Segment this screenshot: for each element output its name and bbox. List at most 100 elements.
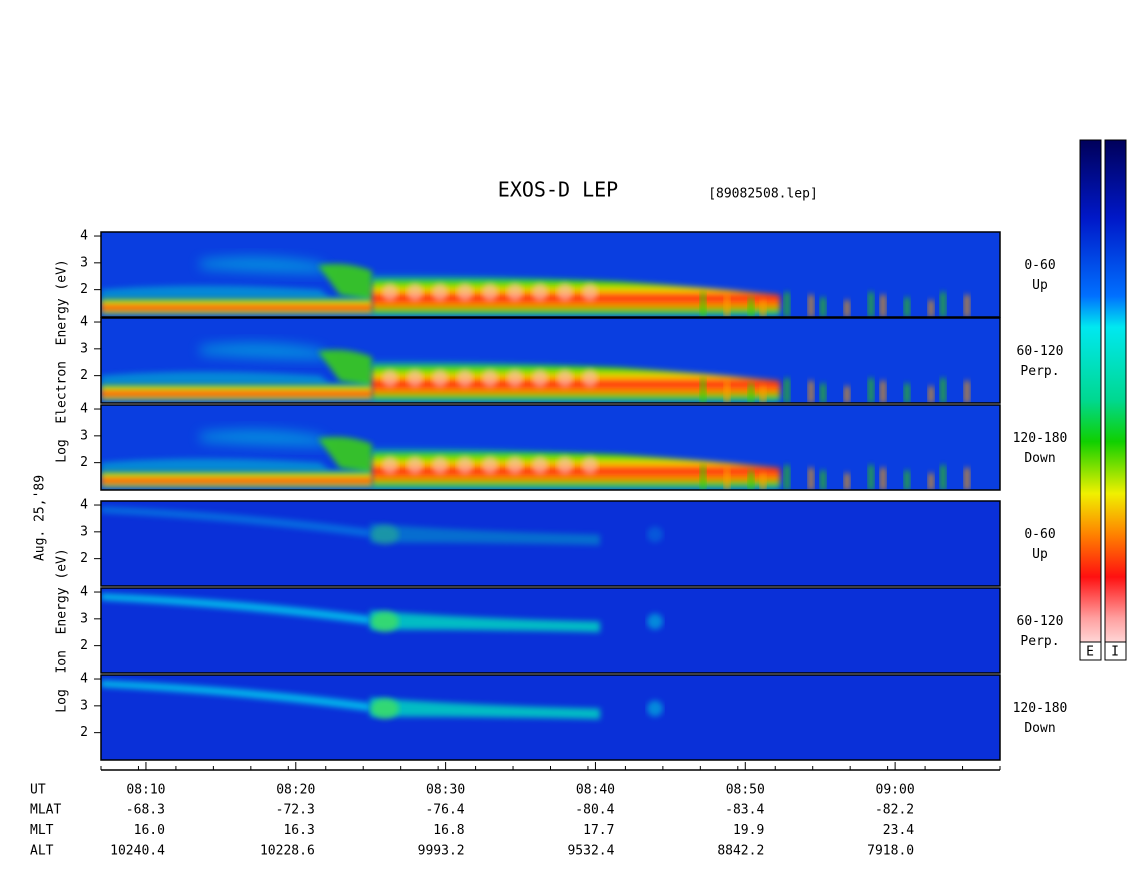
- spectral-feature: [101, 469, 373, 489]
- spectrogram: [101, 232, 1000, 317]
- colorbars: E I: [1079, 139, 1127, 661]
- spectral-feature: [101, 382, 373, 402]
- spectral-feature: [724, 295, 730, 317]
- spectral-feature: [457, 283, 473, 302]
- spectral-feature: [557, 283, 573, 302]
- orbit-value: 16.0: [134, 823, 165, 838]
- spectral-feature: [760, 386, 766, 403]
- spectral-feature: [844, 386, 850, 403]
- orbit-value: 23.4: [883, 823, 914, 838]
- y-tick-label: 2: [80, 455, 88, 470]
- spectral-feature: [748, 297, 754, 317]
- spectral-feature: [904, 470, 910, 490]
- x-tick-label: 08:40: [576, 783, 615, 798]
- panel-label: 120-180: [1013, 701, 1068, 716]
- spectral-feature: [808, 381, 814, 403]
- spectral-feature: [101, 593, 370, 625]
- spectral-feature: [372, 446, 780, 490]
- spectral-feature: [760, 473, 766, 490]
- spectral-feature: [318, 263, 372, 301]
- spectral-feature: [820, 297, 826, 317]
- spectral-feature: [700, 292, 706, 317]
- x-tick-label: 08:10: [126, 783, 165, 798]
- y-axis-label: Log Ion Energy (eV): [55, 548, 70, 712]
- spectral-feature: [647, 700, 663, 717]
- spectral-feature: [880, 295, 886, 317]
- colorbar: [1079, 139, 1102, 661]
- spectral-feature: [482, 369, 498, 388]
- y-tick-label: 3: [80, 255, 88, 270]
- x-tick-label: 08:50: [726, 783, 765, 798]
- y-axis-label: Log Electron Energy (eV): [55, 259, 70, 463]
- spectral-feature: [370, 697, 600, 720]
- y-tick-label: 2: [80, 368, 88, 383]
- spectral-feature: [964, 295, 970, 317]
- spectral-feature: [372, 359, 780, 403]
- spectral-feature: [820, 383, 826, 403]
- spectral-feature: [371, 698, 399, 719]
- spectral-feature: [844, 300, 850, 317]
- spectral-feature: [868, 465, 874, 490]
- panel-label: 120-180: [1013, 431, 1068, 446]
- spectral-feature: [724, 468, 730, 490]
- panel-label: 60-120: [1017, 344, 1064, 359]
- orbit-value: 10228.6: [260, 844, 315, 859]
- orbit-value: -82.2: [875, 803, 914, 818]
- spectrogram-panel: 2 3 4 0-60 Up: [80, 229, 1056, 318]
- spectral-feature: [532, 283, 548, 302]
- spectrogram: [101, 675, 1000, 760]
- spectral-feature: [370, 610, 600, 633]
- panel-frame: [100, 587, 1001, 674]
- spectral-feature: [200, 256, 330, 274]
- orbit-value: -83.4: [725, 803, 764, 818]
- panel-label: Up: [1032, 547, 1048, 562]
- orbit-value: 8842.2: [717, 844, 764, 859]
- panel-label: Up: [1032, 278, 1048, 293]
- orbit-value: -72.3: [276, 803, 315, 818]
- x-tick-label: 08:20: [276, 783, 315, 798]
- y-tick-label: 3: [80, 698, 88, 713]
- panel-label: Down: [1024, 721, 1055, 736]
- spectral-feature: [432, 283, 448, 302]
- y-tick-label: 4: [80, 498, 88, 513]
- colorbar-label: E: [1086, 645, 1094, 660]
- spectral-feature: [748, 470, 754, 490]
- spectral-feature: [724, 381, 730, 403]
- spectral-feature: [371, 611, 399, 632]
- y-tick-label: 3: [80, 428, 88, 443]
- y-tick-label: 3: [80, 611, 88, 626]
- panel-label: 60-120: [1017, 614, 1064, 629]
- spectral-feature: [582, 283, 598, 302]
- spectral-feature: [868, 292, 874, 317]
- spectral-feature: [868, 378, 874, 403]
- spectrogram-panel: 2 3 4 60-120 Perp.: [80, 585, 1064, 674]
- spectral-feature: [964, 468, 970, 490]
- orbit-value: 16.8: [433, 823, 464, 838]
- spectral-feature: [760, 300, 766, 317]
- spectral-feature: [482, 456, 498, 475]
- spectral-feature: [940, 465, 946, 490]
- spectral-feature: [784, 465, 790, 490]
- y-tick-label: 2: [80, 638, 88, 653]
- spectral-feature: [101, 285, 330, 298]
- panel-frame: [100, 500, 1001, 587]
- orbit-value: -76.4: [425, 803, 464, 818]
- spectrogram-panel: 2 3 4 120-180 Down: [80, 672, 1068, 761]
- orbit-value: 9993.2: [418, 844, 465, 859]
- row-label: ALT: [30, 844, 54, 859]
- spectral-feature: [964, 381, 970, 403]
- spectral-feature: [557, 456, 573, 475]
- file-label: [89082508.lep]: [708, 187, 818, 202]
- orbit-value: 17.7: [583, 823, 614, 838]
- panel-label: 0-60: [1024, 527, 1055, 542]
- colorbar-box: [1104, 641, 1127, 661]
- spectral-feature: [700, 465, 706, 490]
- panel-label: Perp.: [1020, 634, 1059, 649]
- y-tick-label: 4: [80, 402, 88, 417]
- y-tick-label: 2: [80, 282, 88, 297]
- spectral-feature: [700, 378, 706, 403]
- spectral-feature: [904, 383, 910, 403]
- spectral-feature: [200, 429, 330, 447]
- row-label: MLT: [30, 823, 54, 838]
- spectral-feature: [382, 369, 398, 388]
